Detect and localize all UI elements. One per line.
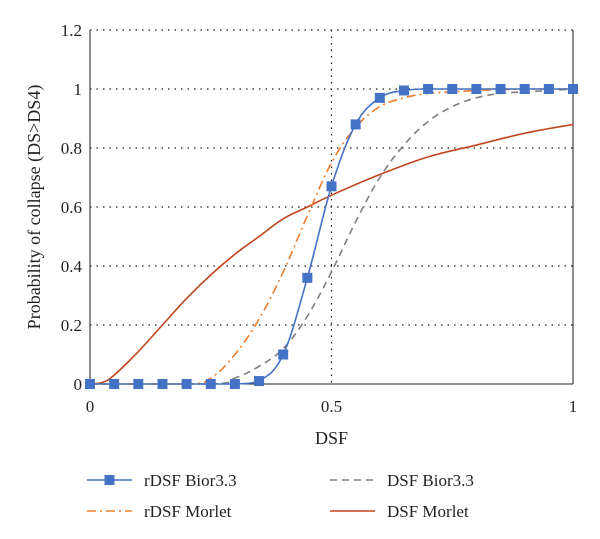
legend-swatch-marker xyxy=(104,475,115,485)
legend-label: DSF Bior3.3 xyxy=(387,471,474,490)
y-axis-title: Probability of collapse (DS>DS4) xyxy=(24,85,45,330)
legend-item: DSF Bior3.3 xyxy=(330,471,474,490)
data-point-marker xyxy=(398,85,409,96)
series-line-dsf-bior3-3 xyxy=(89,88,574,385)
series-line-rdsf-morlet xyxy=(89,88,573,385)
y-tick-label: 1 xyxy=(74,80,83,99)
data-point-marker xyxy=(471,84,482,94)
ticks-layer: 0 0.2 0.4 0.6 0.8 1 1.2 0 0.5 1 xyxy=(61,21,578,416)
series-layer xyxy=(85,84,578,389)
legend-label: DSF Morlet xyxy=(387,502,469,521)
data-point-marker xyxy=(302,272,313,283)
data-point-marker xyxy=(85,379,95,389)
series-line-dsf-morlet xyxy=(89,123,574,385)
data-point-marker xyxy=(109,379,120,389)
x-tick-label: 1 xyxy=(569,397,578,416)
data-point-marker xyxy=(519,84,530,94)
data-point-marker xyxy=(423,84,434,94)
data-point-marker xyxy=(326,181,337,192)
y-tick-label: 1.2 xyxy=(61,21,82,40)
data-point-marker xyxy=(568,84,578,94)
y-tick-label: 0.6 xyxy=(61,198,82,217)
data-point-marker xyxy=(447,84,458,94)
data-point-marker xyxy=(278,349,289,360)
data-point-marker xyxy=(350,119,361,130)
legend-item: DSF Morlet xyxy=(330,502,469,521)
legend-label: rDSF Bior3.3 xyxy=(144,471,237,490)
x-axis-title: DSF xyxy=(315,428,348,448)
data-point-marker xyxy=(254,376,265,387)
y-tick-label: 0 xyxy=(74,375,83,394)
data-point-marker xyxy=(205,379,216,389)
data-point-marker xyxy=(181,379,192,389)
data-point-marker xyxy=(495,84,506,94)
y-tick-label: 0.4 xyxy=(61,257,83,276)
series-line-rdsf-bior3-3 xyxy=(89,88,573,385)
legend: rDSF Bior3.3 DSF Bior3.3 rDSF Morlet DSF Mo… xyxy=(87,471,474,521)
grid xyxy=(90,29,573,384)
legend-item: rDSF Morlet xyxy=(87,502,232,521)
data-point-marker xyxy=(229,379,240,389)
x-tick-label: 0 xyxy=(86,397,95,416)
data-point-marker xyxy=(374,92,385,103)
data-point-marker xyxy=(133,379,144,389)
legend-item: rDSF Bior3.3 xyxy=(87,471,237,490)
y-tick-label: 0.8 xyxy=(61,139,82,158)
data-point-marker xyxy=(157,379,168,389)
y-tick-label: 0.2 xyxy=(61,316,82,335)
data-point-marker xyxy=(543,84,554,94)
x-tick-label: 0.5 xyxy=(321,397,342,416)
legend-label: rDSF Morlet xyxy=(144,502,232,521)
